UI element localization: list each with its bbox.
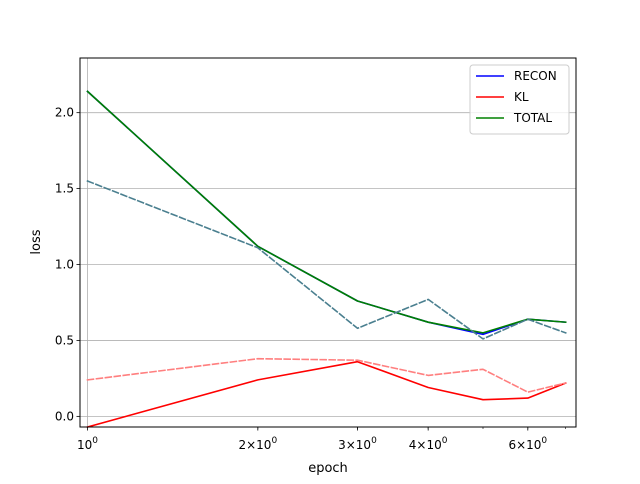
series-line-dashed-4 (86, 357, 567, 393)
series-line-dashed-3 (86, 179, 567, 340)
x-tick-label: 2×100 (238, 436, 277, 452)
x-tick-label: 4×100 (409, 436, 448, 452)
y-tick-label: 1.5 (55, 182, 74, 196)
legend-label-kl: KL (514, 90, 529, 104)
legend-label-total: TOTAL (513, 111, 552, 125)
grid (80, 58, 576, 427)
legend: RECON KL TOTAL (469, 64, 570, 135)
x-axis-label: epoch (308, 461, 348, 476)
x-tick-label: 6×100 (508, 436, 547, 452)
legend-box (469, 64, 570, 135)
series-lines (86, 90, 567, 428)
x-tick-label: 100 (77, 436, 98, 452)
plot-frame (79, 57, 577, 428)
y-tick-label: 0.5 (55, 333, 74, 347)
y-tick-label: 2.0 (55, 106, 74, 120)
y-tick-label: 1.0 (55, 258, 74, 272)
axis-ticks: 0.0 0.5 1.0 1.5 2.0 100 2×100 3×100 4×100 6×100 (55, 106, 566, 452)
x-tick-label: 3×100 (338, 436, 377, 452)
series-line-kl (86, 360, 567, 428)
y-axis-label: loss (29, 229, 44, 254)
y-tick-label: 0.0 (55, 409, 74, 423)
legend-label-recon: RECON (514, 69, 557, 83)
